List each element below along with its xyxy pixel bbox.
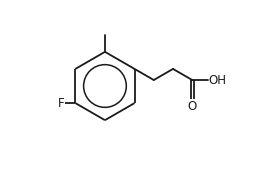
Text: OH: OH (208, 73, 226, 87)
Text: O: O (188, 100, 197, 113)
Text: F: F (58, 97, 64, 110)
